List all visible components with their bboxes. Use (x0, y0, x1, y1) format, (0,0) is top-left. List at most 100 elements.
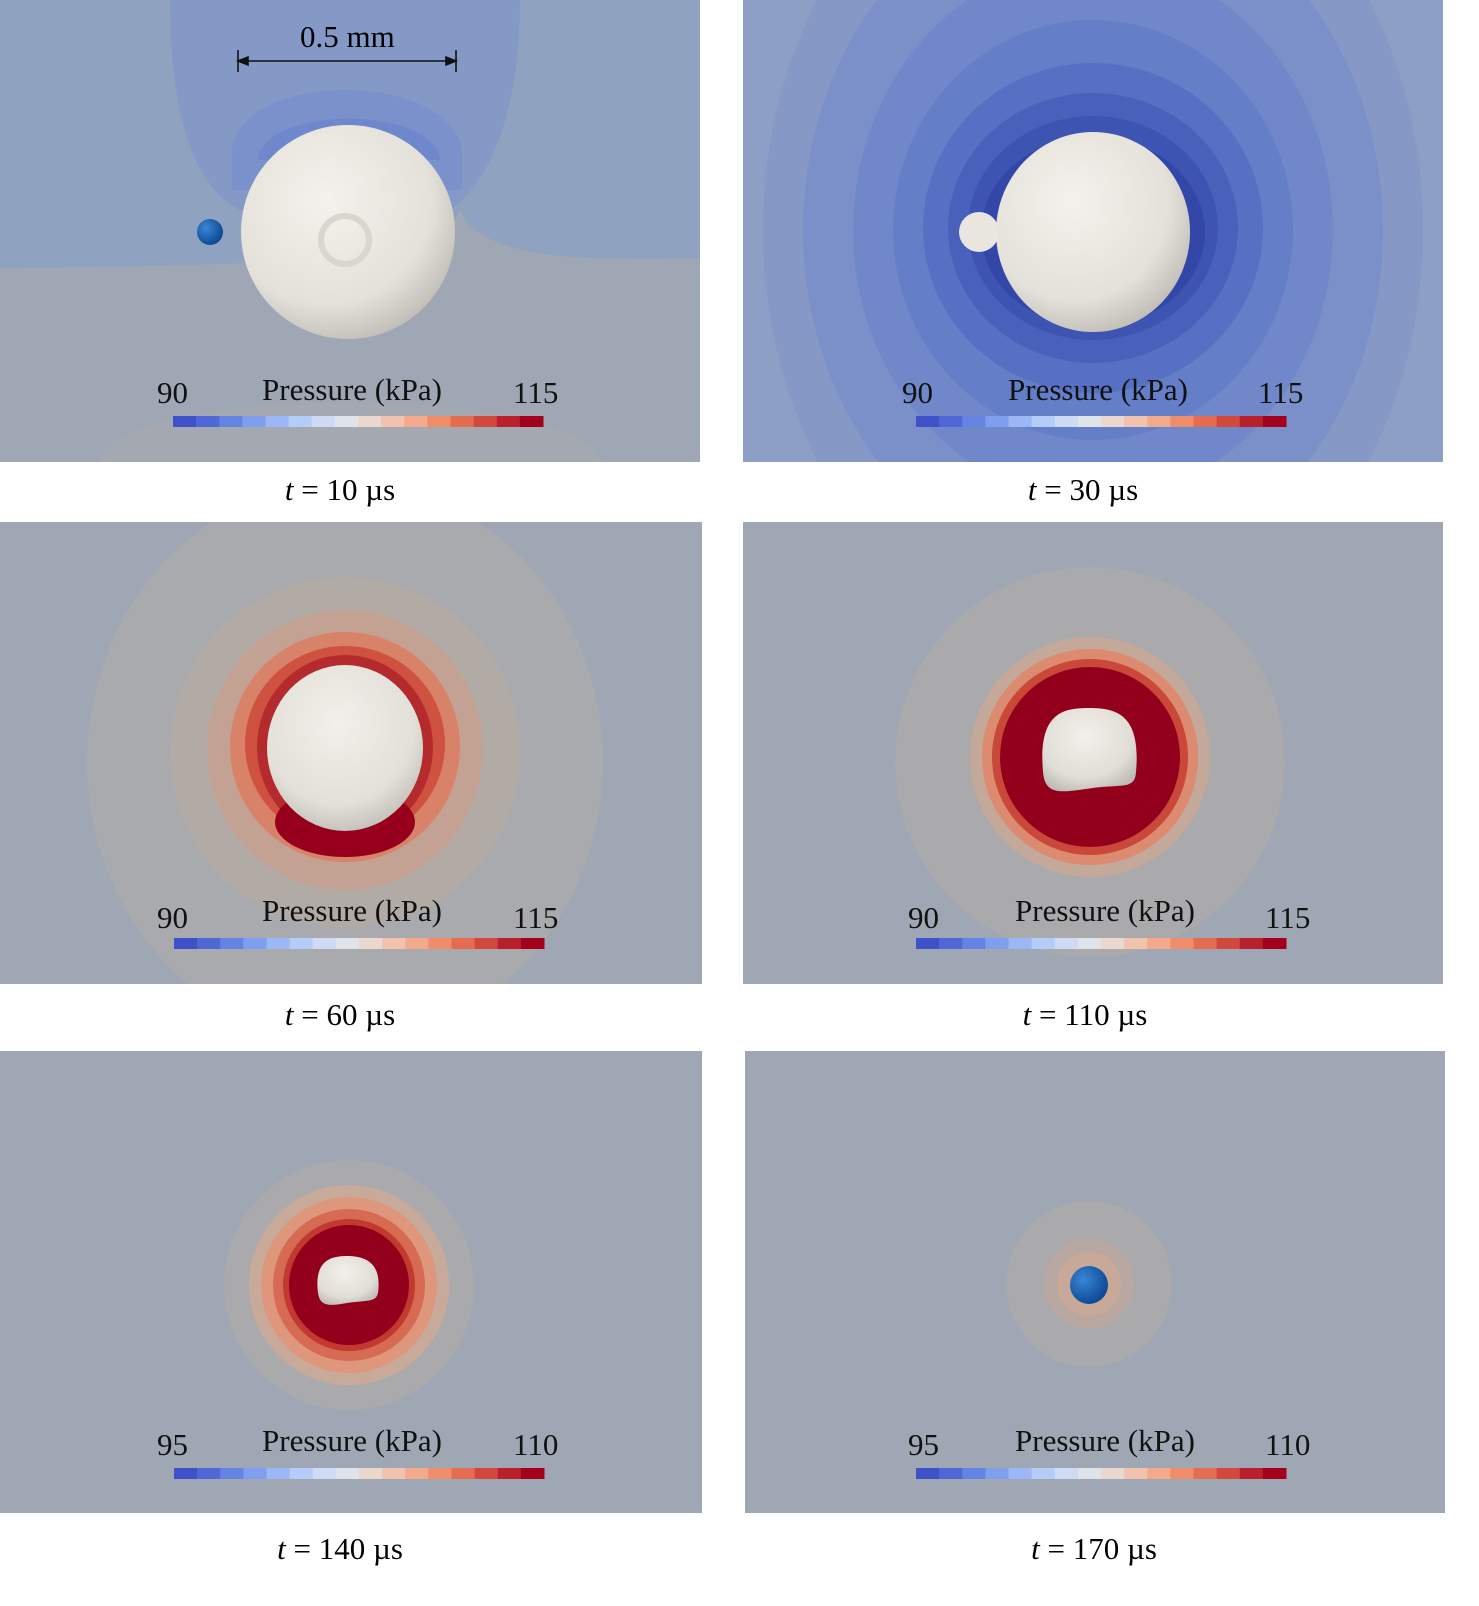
colorbar-swatch (1031, 416, 1056, 427)
bubble (996, 132, 1190, 332)
colorbar-swatch (1124, 938, 1148, 949)
colorbar-swatch (1031, 1468, 1056, 1479)
colorbar-swatch (1262, 1468, 1287, 1479)
colorbar-swatch (451, 938, 476, 949)
colorbar-swatch (1031, 938, 1056, 949)
colorbar-swatch (1077, 1468, 1102, 1479)
colorbar-swatch (1054, 416, 1079, 427)
colorbar-swatch (381, 416, 405, 427)
colorbar-swatch (359, 938, 383, 949)
colorbar-swatch (311, 416, 336, 427)
colorbar-swatch (1170, 1468, 1195, 1479)
colorbar-swatch (1054, 1468, 1079, 1479)
colorbar-swatch (1262, 938, 1287, 949)
time-caption-t30: t = 30 µs (1027, 472, 1139, 507)
colorbar-swatch (916, 416, 940, 427)
colorbar-swatch (405, 938, 429, 949)
pressure-field-t170 (745, 1051, 1445, 1513)
time-caption-t60: t = 60 µs (284, 997, 396, 1032)
colorbar-swatch (382, 938, 406, 949)
colorbar-swatch (220, 1468, 244, 1479)
colorbar-swatch (962, 416, 986, 427)
colorbar-swatch (1101, 416, 1125, 427)
colorbar-swatch (197, 1468, 221, 1479)
colorbar-swatch (1193, 938, 1218, 949)
colorbar-max: 115 (1258, 375, 1304, 410)
colorbar-min: 90 (902, 375, 933, 410)
time-caption-t170: t = 170 µs (1031, 1531, 1157, 1566)
colorbar-swatch (266, 938, 291, 949)
panel-t60: 90 Pressure (kPa) 115 (0, 522, 702, 984)
colorbar-swatch (1239, 416, 1264, 427)
colorbar-swatch (173, 416, 197, 427)
colorbar-swatch (451, 1468, 476, 1479)
colorbar-swatch (382, 1468, 406, 1479)
colorbar-swatch (916, 938, 940, 949)
panel-t10: 0.5 mm 90 Pressure (kPa) 115 (0, 0, 700, 462)
colorbar-swatch (496, 416, 521, 427)
colorbar-swatch (985, 416, 1010, 427)
colorbar-swatch (1239, 938, 1264, 949)
colorbar-swatch (404, 416, 428, 427)
colorbar-swatch (520, 1468, 545, 1479)
colorbar-swatch (1147, 1468, 1171, 1479)
colorbar-title: Pressure (kPa) (1008, 372, 1188, 407)
colorbar-swatch (197, 938, 221, 949)
colorbar-t30 (916, 416, 1287, 427)
colorbar-swatch (1239, 1468, 1264, 1479)
colorbar-swatch (358, 416, 382, 427)
colorbar-swatch (334, 416, 359, 427)
colorbar-min: 90 (157, 900, 188, 935)
time-caption-t140: t = 140 µs (277, 1531, 403, 1566)
pressure-field-t10 (0, 0, 700, 462)
colorbar-swatch (985, 1468, 1010, 1479)
colorbar-swatch (405, 1468, 429, 1479)
colorbar-swatch (1147, 938, 1171, 949)
colorbar-swatch (1077, 938, 1102, 949)
colorbar-swatch (1101, 938, 1125, 949)
colorbar-swatch (243, 1468, 268, 1479)
colorbar-swatch (174, 938, 198, 949)
scale-bar-label: 0.5 mm (300, 19, 395, 54)
time-caption-t10: t = 10 µs (284, 472, 396, 507)
colorbar-max: 115 (513, 900, 559, 935)
colorbar-swatch (220, 938, 244, 949)
colorbar-swatch (243, 938, 268, 949)
colorbar-min: 90 (157, 375, 188, 410)
panel-t140: 95 Pressure (kPa) 110 (0, 1051, 702, 1513)
colorbar-swatch (265, 416, 290, 427)
colorbar-swatch (450, 416, 475, 427)
colorbar-swatch (1216, 938, 1241, 949)
bubble (241, 125, 455, 339)
colorbar-swatch (1101, 1468, 1125, 1479)
time-caption-t110: t = 110 µs (1022, 997, 1148, 1032)
colorbar-swatch (1124, 416, 1148, 427)
pressure-field-t30 (743, 0, 1443, 462)
pressure-field-t110 (743, 522, 1443, 984)
small-bubble (1070, 1266, 1108, 1304)
colorbar-t110 (916, 938, 1287, 949)
colorbar-min: 90 (908, 900, 939, 935)
colorbar-swatch (1008, 1468, 1033, 1479)
colorbar-max: 115 (1265, 900, 1311, 935)
colorbar-swatch (939, 416, 963, 427)
colorbar-swatch (1054, 938, 1079, 949)
colorbar-swatch (962, 1468, 986, 1479)
small-bubble (197, 219, 223, 245)
colorbar-swatch (428, 1468, 453, 1479)
colorbar-swatch (474, 1468, 499, 1479)
colorbar-swatch (219, 416, 243, 427)
colorbar-swatch (520, 938, 545, 949)
colorbar-title: Pressure (kPa) (262, 1423, 442, 1458)
colorbar-swatch (916, 1468, 940, 1479)
colorbar-swatch (473, 416, 498, 427)
panel-t170: 95 Pressure (kPa) 110 (745, 1051, 1445, 1513)
colorbar-title: Pressure (kPa) (262, 372, 442, 407)
colorbar-swatch (962, 938, 986, 949)
colorbar-swatch (939, 1468, 963, 1479)
colorbar-swatch (1170, 416, 1195, 427)
colorbar-swatch (289, 1468, 314, 1479)
bubble (1042, 708, 1137, 792)
colorbar-swatch (1262, 416, 1287, 427)
colorbar-max: 110 (1265, 1427, 1311, 1462)
